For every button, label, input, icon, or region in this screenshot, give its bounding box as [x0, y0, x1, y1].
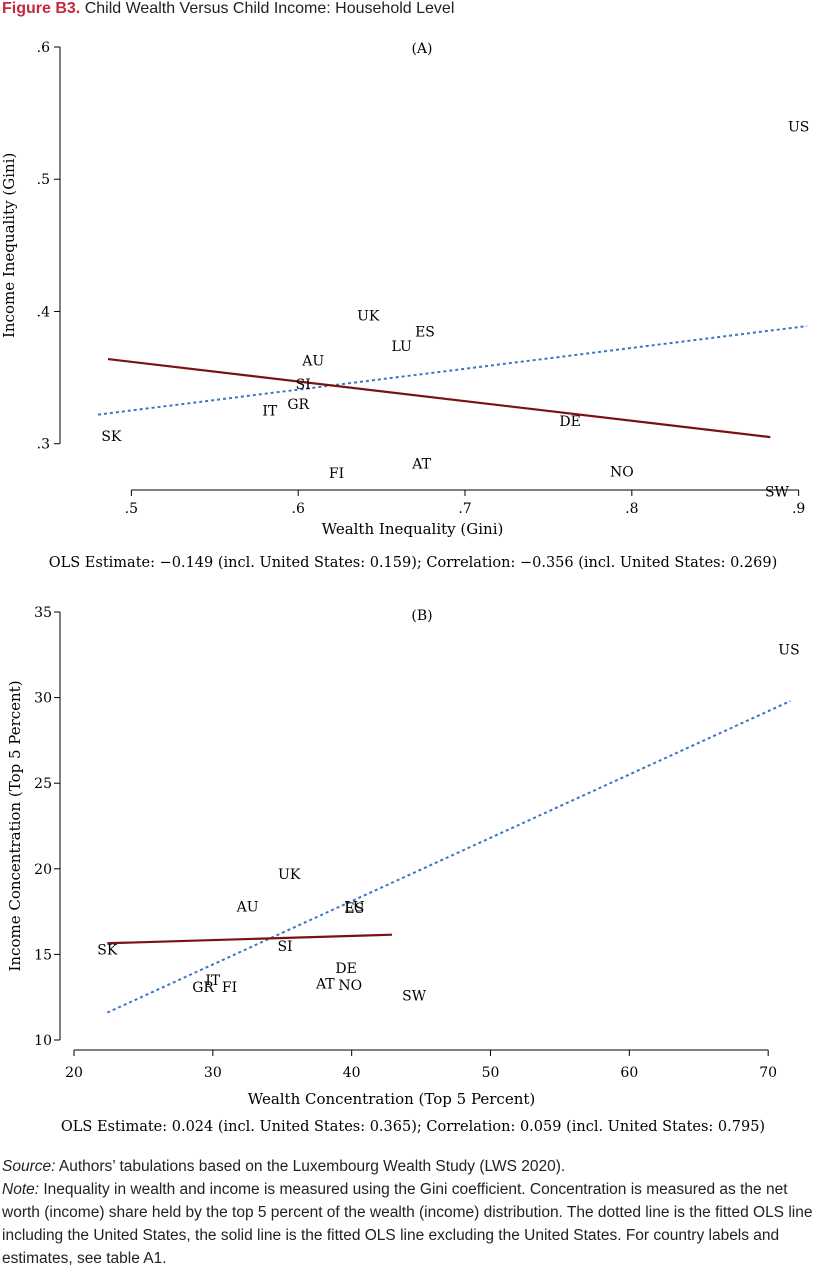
figure-notes: Source: Authors’ tabulations based on th… [2, 1155, 822, 1270]
panel-a-y-axis-title: Income Inequality (Gini) [0, 153, 18, 338]
panel-b-x-tick-label: 30 [204, 1065, 222, 1081]
panel-a-point-label-fi: FI [329, 466, 344, 482]
panel-a-y-tick-label: .4 [37, 304, 50, 320]
panel-a-point-label-no: NO [610, 464, 634, 480]
panel-a-point-label-uk: UK [357, 308, 380, 324]
panel-b-point-label-es: ES [345, 901, 365, 917]
panel-b-x-tick-label: 70 [759, 1065, 777, 1081]
source-label: Source: [2, 1158, 56, 1175]
panel-a-x-tick-label: .5 [125, 501, 138, 517]
panel-a-label: (A) [411, 41, 432, 57]
panel-b-y-tick-label: 35 [34, 605, 52, 621]
panel-b-x-tick-label: 40 [343, 1065, 361, 1081]
panel-b-point-label-fi: FI [222, 980, 237, 996]
panel-a-fit-line-solid [107, 357, 771, 439]
panel-a-point-label-sw: SW [765, 484, 790, 500]
panel-a-y-tick-label: .5 [37, 172, 50, 188]
note-text: Inequality in wealth and income is measu… [2, 1181, 813, 1267]
panel-b-y-tick-label: 10 [34, 1033, 52, 1049]
panel-b-y-tick-label: 20 [34, 862, 52, 878]
panel-b-x-tick-label: 50 [482, 1065, 500, 1081]
panel-b-point-label-it: IT [205, 973, 221, 989]
panel-a-point-label-sk: SK [101, 429, 122, 445]
panel-a-fit-line-dotted [97, 325, 808, 416]
panel-b-point-label-si: SI [277, 939, 292, 955]
panel-a-x-tick-label: .7 [458, 501, 471, 517]
panel-b-point-label-au: AU [236, 899, 259, 915]
panel-b-point-label-no: NO [338, 978, 362, 994]
figure-title: Figure B3. Child Wealth Versus Child Inc… [2, 0, 454, 18]
panel-a-y-tick-label: .6 [37, 40, 50, 56]
panel-b-point-label-sw: SW [402, 988, 427, 1004]
panel-b-y-axis-title: Income Concentration (Top 5 Percent) [6, 680, 24, 971]
panel-b-label: (B) [411, 608, 432, 624]
panel-a-point-label-us: US [788, 119, 809, 135]
panel-b-y-tick-label: 30 [34, 691, 52, 707]
panel-a-point-label-es: ES [415, 324, 435, 340]
panel-a-point-label-it: IT [262, 404, 278, 420]
panel-b-fit-line-dotted [106, 700, 791, 1014]
panel-b-fit-line-solid [107, 933, 392, 945]
method-note: Note: Inequality in wealth and income is… [2, 1178, 822, 1270]
panel-b-point-label-at: AT [315, 977, 335, 993]
panel-b-point-label-lu: LU [344, 899, 365, 915]
source-note: Source: Authors’ tabulations based on th… [2, 1155, 822, 1178]
panel-a-point-label-de: DE [559, 414, 580, 430]
panel-a-point-label-lu: LU [391, 339, 412, 355]
panel-a-x-tick-label: .8 [625, 501, 638, 517]
panel-a-point-label-au: AU [301, 353, 324, 369]
panel-b-x-tick-label: 20 [65, 1065, 83, 1081]
panel-a-x-tick-label: .9 [792, 501, 805, 517]
panel-b-point-label-us: US [778, 643, 799, 659]
panel-b-point-label-sk: SK [97, 942, 118, 958]
panel-b-point-label-de: DE [335, 961, 356, 977]
panel-b-y-tick-label: 25 [34, 776, 52, 792]
figure-label: Figure B3. [2, 0, 81, 17]
panel-a-x-axis-title: Wealth Inequality (Gini) [322, 520, 504, 538]
source-text: Authors’ tabulations based on the Luxemb… [55, 1158, 566, 1175]
chart-canvas: .3 .4 .5 .6 .5 .6 .7 .8 .9 Wealth Inequality (Gin… [0, 40, 809, 1135]
panel-b-x-axis-title: Wealth Concentration (Top 5 Percent) [248, 1090, 536, 1108]
panel-b-x-tick-label: 60 [620, 1065, 638, 1081]
figure-title-text: Child Wealth Versus Child Income: Househ… [84, 0, 455, 17]
panel-b-point-label-gr: GR [192, 980, 214, 996]
panel-a-point-label-si: SI [296, 377, 311, 393]
panel-a-y-tick-label: .3 [37, 437, 50, 453]
panel-b-stats-text: OLS Estimate: 0.024 (incl. United States… [61, 1119, 765, 1135]
panel-a-point-label-gr: GR [287, 397, 309, 413]
panel-a-point-label-at: AT [411, 457, 431, 473]
note-label: Note: [2, 1181, 40, 1198]
panel-b-y-tick-label: 15 [34, 947, 52, 963]
panel-b-point-label-uk: UK [278, 867, 301, 883]
panel-a-x-tick-label: .6 [292, 501, 305, 517]
panel-a-stats-text: OLS Estimate: −0.149 (incl. United State… [49, 555, 778, 571]
